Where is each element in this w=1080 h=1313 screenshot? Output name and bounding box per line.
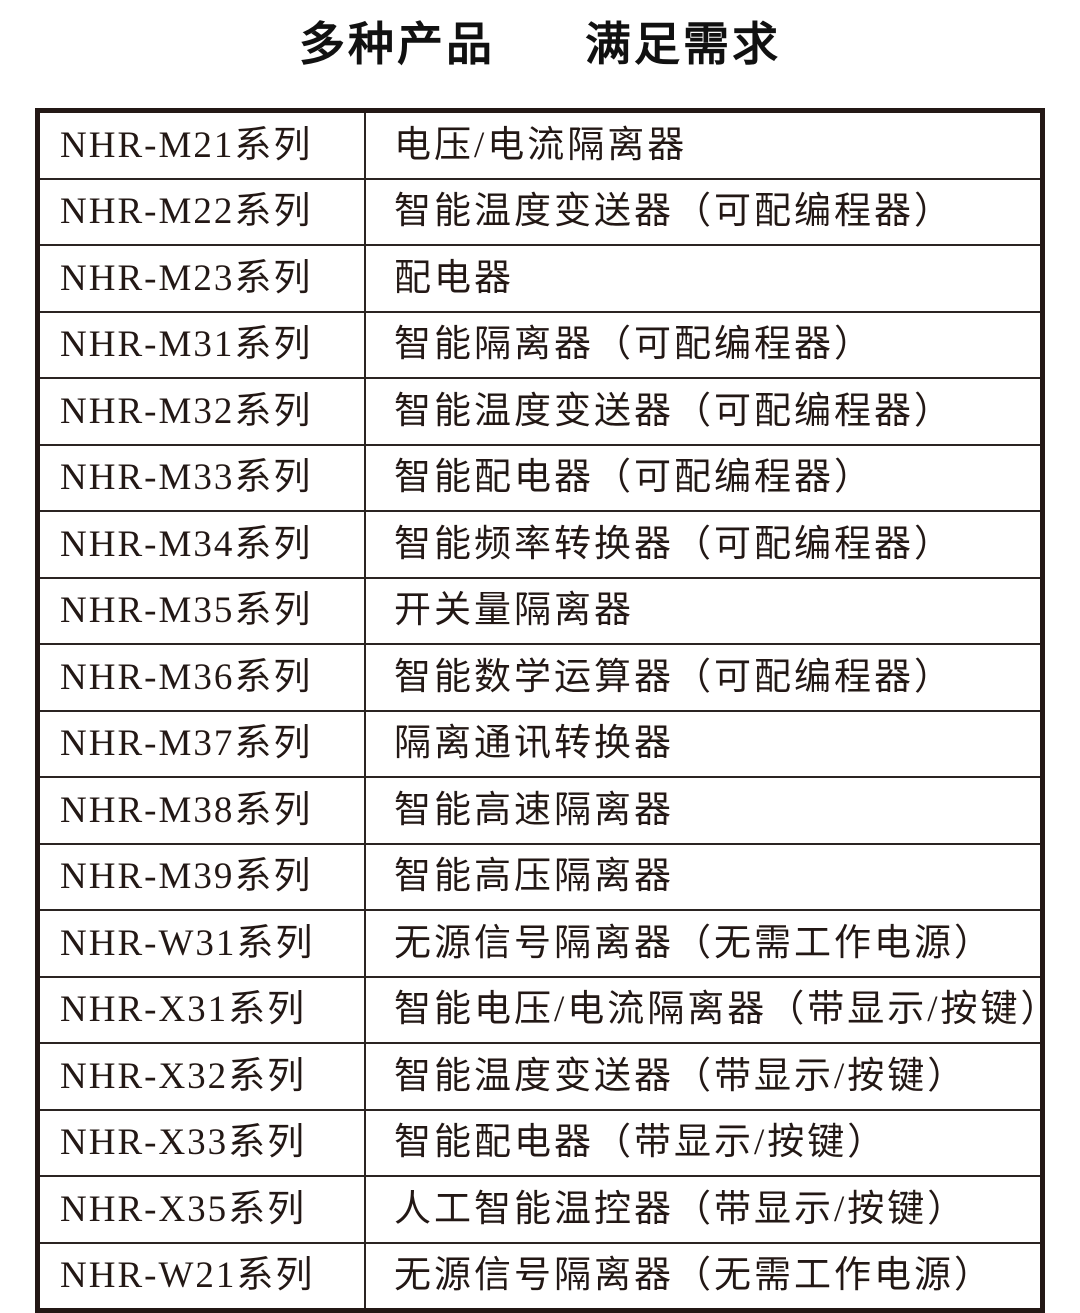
series-cell: NHR-M39系列 bbox=[36, 842, 366, 911]
description-cell: 配电器 bbox=[364, 244, 1044, 313]
table-row: NHR-M32系列 智能温度变送器（可配编程器） bbox=[36, 377, 1044, 446]
description-cell: 智能数学运算器（可配编程器） bbox=[364, 643, 1044, 712]
table-row: NHR-X35系列 人工智能温控器（带显示/按键） bbox=[36, 1175, 1044, 1244]
series-cell: NHR-M22系列 bbox=[36, 177, 366, 246]
table-row: NHR-W31系列 无源信号隔离器（无需工作电源） bbox=[36, 909, 1044, 978]
table-row: NHR-M38系列 智能高速隔离器 bbox=[36, 776, 1044, 845]
table-row: NHR-W21系列 无源信号隔离器（无需工作电源） bbox=[36, 1241, 1044, 1312]
series-cell: NHR-M31系列 bbox=[36, 310, 366, 379]
page-title-left: 多种产品 bbox=[299, 18, 495, 70]
description-cell: 开关量隔离器 bbox=[364, 576, 1044, 645]
table-row: NHR-M36系列 智能数学运算器（可配编程器） bbox=[36, 643, 1044, 712]
description-cell: 智能隔离器（可配编程器） bbox=[364, 310, 1044, 379]
description-cell: 智能温度变送器（可配编程器） bbox=[364, 377, 1044, 446]
table-row: NHR-M23系列 配电器 bbox=[36, 244, 1044, 313]
series-cell: NHR-X31系列 bbox=[36, 975, 366, 1044]
series-cell: NHR-X32系列 bbox=[36, 1042, 366, 1111]
table-row: NHR-M33系列 智能配电器（可配编程器） bbox=[36, 443, 1044, 512]
series-cell: NHR-X33系列 bbox=[36, 1108, 366, 1177]
table-row: NHR-X31系列 智能电压/电流隔离器（带显示/按键） bbox=[36, 975, 1044, 1044]
series-cell: NHR-M21系列 bbox=[36, 109, 366, 180]
description-cell: 智能电压/电流隔离器（带显示/按键） bbox=[364, 975, 1044, 1044]
description-cell: 人工智能温控器（带显示/按键） bbox=[364, 1175, 1044, 1244]
description-cell: 智能频率转换器（可配编程器） bbox=[364, 510, 1044, 579]
description-cell: 无源信号隔离器（无需工作电源） bbox=[364, 1241, 1044, 1312]
page-title-right: 满足需求 bbox=[585, 18, 781, 70]
description-cell: 智能配电器（带显示/按键） bbox=[364, 1108, 1044, 1177]
description-cell: 智能温度变送器（带显示/按键） bbox=[364, 1042, 1044, 1111]
table-row: NHR-M35系列 开关量隔离器 bbox=[36, 576, 1044, 645]
series-cell: NHR-M33系列 bbox=[36, 443, 366, 512]
product-series-table-body: NHR-M21系列 电压/电流隔离器 NHR-M22系列 智能温度变送器（可配编程器）… bbox=[36, 109, 1044, 1312]
series-cell: NHR-W31系列 bbox=[36, 909, 366, 978]
table-row: NHR-M39系列 智能高压隔离器 bbox=[36, 842, 1044, 911]
series-cell: NHR-M35系列 bbox=[36, 576, 366, 645]
table-row: NHR-X33系列 智能配电器（带显示/按键） bbox=[36, 1108, 1044, 1177]
page-title: 多种产品 满足需求 bbox=[0, 0, 1080, 70]
series-cell: NHR-X35系列 bbox=[36, 1175, 366, 1244]
table-row: NHR-M34系列 智能频率转换器（可配编程器） bbox=[36, 510, 1044, 579]
series-cell: NHR-M23系列 bbox=[36, 244, 366, 313]
description-cell: 智能高速隔离器 bbox=[364, 776, 1044, 845]
series-cell: NHR-M34系列 bbox=[36, 510, 366, 579]
description-cell: 智能高压隔离器 bbox=[364, 842, 1044, 911]
description-cell: 无源信号隔离器（无需工作电源） bbox=[364, 909, 1044, 978]
series-cell: NHR-W21系列 bbox=[36, 1241, 366, 1312]
product-series-table: NHR-M21系列 电压/电流隔离器 NHR-M22系列 智能温度变送器（可配编程器）… bbox=[35, 108, 1045, 1313]
description-cell: 智能温度变送器（可配编程器） bbox=[364, 177, 1044, 246]
description-cell: 电压/电流隔离器 bbox=[364, 109, 1044, 180]
series-cell: NHR-M32系列 bbox=[36, 377, 366, 446]
table-row: NHR-X32系列 智能温度变送器（带显示/按键） bbox=[36, 1042, 1044, 1111]
series-cell: NHR-M38系列 bbox=[36, 776, 366, 845]
description-cell: 隔离通讯转换器 bbox=[364, 709, 1044, 778]
series-cell: NHR-M37系列 bbox=[36, 709, 366, 778]
series-cell: NHR-M36系列 bbox=[36, 643, 366, 712]
description-cell: 智能配电器（可配编程器） bbox=[364, 443, 1044, 512]
table-row: NHR-M21系列 电压/电流隔离器 bbox=[36, 109, 1044, 180]
table-row: NHR-M22系列 智能温度变送器（可配编程器） bbox=[36, 177, 1044, 246]
table-row: NHR-M31系列 智能隔离器（可配编程器） bbox=[36, 310, 1044, 379]
table-row: NHR-M37系列 隔离通讯转换器 bbox=[36, 709, 1044, 778]
